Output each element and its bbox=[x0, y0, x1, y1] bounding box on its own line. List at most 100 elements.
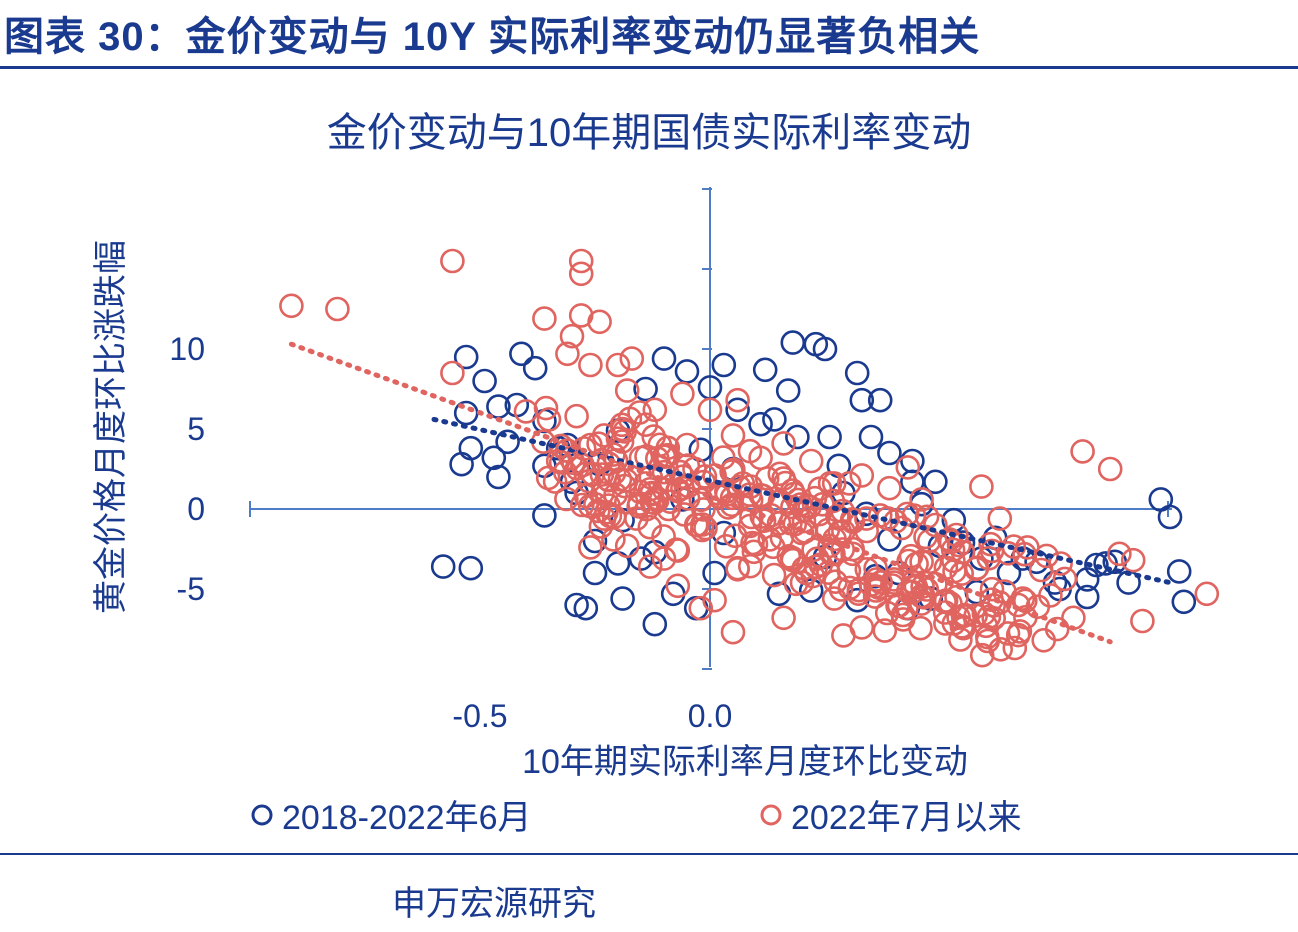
y-tick-label: 10 bbox=[169, 331, 205, 367]
x-tick-label: 0.0 bbox=[688, 698, 732, 734]
scatter-point bbox=[894, 501, 920, 527]
scatter-point bbox=[772, 470, 798, 496]
scatter-point bbox=[637, 514, 663, 540]
scatter-point bbox=[820, 488, 846, 514]
scatter-point bbox=[872, 618, 898, 643]
scatter-point bbox=[651, 459, 677, 485]
scatter-point bbox=[642, 611, 668, 637]
scatter-point bbox=[458, 435, 484, 461]
scatter-point bbox=[279, 293, 304, 319]
scatter-point bbox=[559, 323, 585, 349]
scatter-point bbox=[941, 548, 966, 574]
scatter-point bbox=[771, 605, 796, 631]
scatter-point bbox=[942, 558, 967, 584]
scatter-point bbox=[995, 540, 1021, 566]
chart-title: 金价变动与10年期国债实际利率变动 bbox=[327, 111, 972, 155]
scatter-point bbox=[583, 491, 608, 517]
scatter-point bbox=[582, 528, 608, 554]
scatter-point bbox=[783, 571, 809, 597]
scatter-point bbox=[911, 584, 937, 610]
scatter-point bbox=[671, 502, 697, 527]
y-axis-tick-marks bbox=[702, 188, 712, 670]
legend: 2018-2022年6月 2022年7月以来 bbox=[251, 799, 1022, 837]
scatter-point bbox=[573, 595, 599, 621]
scatter-point bbox=[532, 503, 557, 528]
scatter-point bbox=[568, 248, 594, 274]
scatter-point bbox=[908, 615, 933, 641]
scatter-point bbox=[771, 431, 796, 456]
scatter-point bbox=[1012, 541, 1037, 567]
scatter-point bbox=[895, 455, 921, 480]
scatter-point bbox=[988, 636, 1014, 662]
scatter-point bbox=[697, 397, 723, 423]
scatter-point bbox=[440, 360, 465, 386]
scatter-point bbox=[725, 397, 750, 423]
scatter-point bbox=[722, 523, 748, 549]
scatter-point bbox=[536, 407, 562, 432]
scatter-point bbox=[633, 376, 658, 402]
scatter-point bbox=[825, 503, 850, 529]
scatter-point bbox=[660, 581, 686, 607]
scatter-point bbox=[748, 411, 773, 437]
scatter-point bbox=[812, 336, 838, 362]
scatter-point bbox=[458, 555, 484, 581]
scatter-point bbox=[752, 357, 778, 383]
scatter-point bbox=[1028, 557, 1054, 583]
scatter-point bbox=[325, 296, 350, 322]
scatter-point bbox=[670, 381, 695, 407]
scatter-point bbox=[582, 560, 608, 586]
scatter-point bbox=[663, 537, 689, 563]
scatter-point bbox=[693, 515, 718, 541]
scatter-point bbox=[1194, 581, 1220, 607]
scatter-point bbox=[890, 602, 916, 628]
scatter-point bbox=[449, 451, 474, 477]
scatter-point bbox=[725, 387, 750, 413]
scatter-point bbox=[785, 424, 810, 450]
y-tick-label: 5 bbox=[187, 411, 205, 447]
scatter-point bbox=[674, 359, 700, 384]
scatter-point bbox=[1120, 547, 1146, 573]
scatter-point bbox=[555, 341, 580, 367]
scatter-point bbox=[979, 576, 1005, 602]
scatter-point bbox=[1005, 622, 1031, 648]
scatter-point bbox=[633, 412, 659, 438]
scatter-point bbox=[1171, 589, 1197, 615]
scatter-point bbox=[762, 407, 787, 432]
legend-label-2018-2022: 2018-2022年6月 bbox=[282, 799, 532, 837]
scatter-point bbox=[617, 406, 643, 432]
scatter-point bbox=[844, 360, 870, 386]
scatter-point bbox=[858, 424, 884, 450]
scatter-point bbox=[587, 309, 612, 335]
scatter-point bbox=[653, 444, 678, 469]
x-axis-tick-labels: -0.5 0.0 bbox=[452, 698, 732, 734]
scatter-point bbox=[702, 587, 727, 613]
scatter-point bbox=[430, 554, 456, 579]
scatter-point bbox=[996, 560, 1022, 586]
scatter-point bbox=[486, 464, 511, 490]
scatter-point bbox=[509, 341, 534, 367]
scatter-point bbox=[751, 508, 777, 534]
scatter-point bbox=[651, 346, 677, 371]
scatter-point bbox=[564, 403, 589, 429]
footer-rule bbox=[0, 853, 1298, 855]
scatter-point bbox=[754, 466, 780, 491]
scatter-point bbox=[596, 493, 621, 518]
scatter-point bbox=[740, 530, 765, 556]
scatter-point bbox=[913, 524, 938, 550]
series-2018-2022 bbox=[430, 330, 1197, 637]
scatter-point bbox=[867, 387, 893, 413]
scatter-point bbox=[798, 578, 824, 603]
scatter-point bbox=[831, 623, 856, 648]
scatter-point bbox=[969, 474, 994, 499]
scatter-point bbox=[775, 378, 801, 403]
y-tick-label: 0 bbox=[187, 491, 205, 527]
scatter-point bbox=[946, 532, 972, 558]
scatter-point bbox=[619, 346, 645, 371]
scatter-point bbox=[995, 621, 1021, 646]
scatter-point bbox=[589, 462, 615, 487]
scatter-point bbox=[655, 435, 681, 461]
scatter-point bbox=[637, 554, 663, 579]
scatter-point bbox=[1084, 552, 1109, 578]
legend-marker-2022-since-july bbox=[760, 804, 782, 826]
scatter-point bbox=[1130, 608, 1155, 634]
